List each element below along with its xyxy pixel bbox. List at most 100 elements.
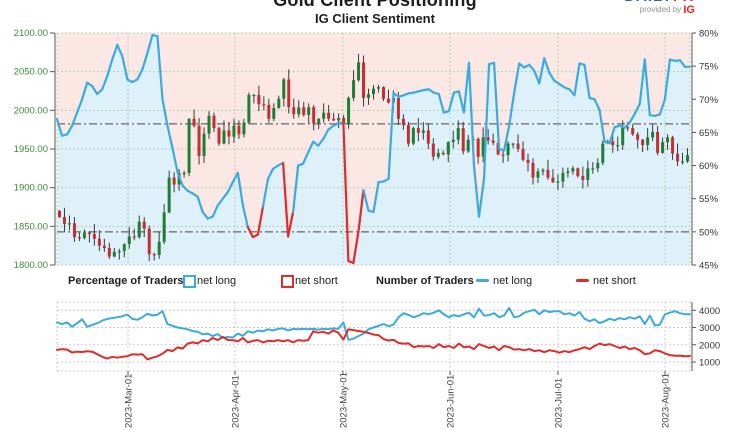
candle-body: [661, 142, 665, 153]
net-short-square-icon: [281, 275, 294, 288]
net-long-segment: [372, 181, 380, 214]
net-long-segment: [75, 98, 84, 114]
net-long-segment: [211, 204, 219, 218]
candle-body: [686, 155, 690, 162]
candle-body: [207, 115, 211, 134]
candle-body: [162, 212, 166, 242]
candle-body: [386, 98, 390, 103]
candle-body: [67, 223, 71, 225]
net-long-segment: [462, 61, 471, 114]
candle-body: [322, 112, 326, 119]
candle-body: [651, 131, 655, 138]
percent-tick-label: 70%: [699, 95, 719, 106]
net-long-segment: [633, 102, 641, 115]
candle-body: [491, 140, 495, 143]
candle-body: [122, 244, 126, 252]
candle-body: [426, 130, 430, 144]
net-long-segment: [663, 58, 672, 101]
candle-body: [92, 234, 96, 239]
net-long-segment: [628, 112, 636, 124]
candle-body: [506, 143, 510, 156]
net-long-segment: [141, 51, 149, 71]
net-long-segment: [216, 197, 224, 207]
net-long-segment: [583, 63, 591, 100]
candle-body: [82, 232, 86, 238]
net-long-segment: [548, 71, 556, 82]
candle-body: [342, 118, 346, 125]
candle-body: [641, 139, 645, 146]
candle-body: [352, 80, 356, 98]
candle-body: [526, 159, 530, 163]
net-long-line-icon: [476, 279, 489, 282]
legend-dash-num-net-long: [476, 275, 489, 287]
dailyfx-logo-daily: DAILY: [624, 0, 673, 3]
net-long-segment: [387, 92, 395, 180]
legend-pct-net-short-label: net short: [295, 275, 338, 287]
candle-body: [192, 118, 196, 126]
candle-body: [222, 130, 226, 144]
candle-body: [591, 168, 595, 170]
candle-body: [631, 128, 635, 135]
net-long-segment: [573, 62, 581, 97]
net-long-segment: [317, 137, 325, 147]
candle-body: [77, 237, 81, 239]
net-long-segment: [467, 61, 476, 167]
price-tick-label: 1900.00: [14, 183, 48, 194]
candle-body: [461, 128, 465, 152]
candle-body: [546, 169, 550, 178]
net-long-segment: [111, 43, 119, 61]
net-long-segment: [55, 118, 64, 137]
candle-body: [536, 171, 540, 178]
candle-body: [227, 130, 231, 137]
net-long-segment: [457, 90, 466, 114]
candle-body: [357, 62, 361, 81]
percent-tick-label: 75%: [699, 62, 719, 73]
candle-body: [152, 254, 156, 256]
candle-body: [302, 107, 306, 115]
x-axis-date-label: 2023-Mar-01: [124, 374, 135, 428]
net-long-segment: [447, 91, 455, 113]
chart-subtitle: IG Client Sentiment: [315, 11, 435, 26]
candle-body: [556, 181, 560, 183]
candle-body: [72, 223, 76, 238]
candle-body: [561, 172, 565, 182]
net-long-segment: [658, 98, 666, 116]
candle-body: [57, 210, 61, 218]
net-long-segment: [96, 88, 104, 96]
net-long-segment: [302, 151, 310, 165]
candle-body: [501, 154, 505, 156]
price-tick-label: 1950.00: [14, 144, 48, 155]
candle-body: [272, 108, 276, 119]
net-short-segment: [342, 121, 350, 263]
candle-body: [441, 152, 445, 155]
net-long-segment: [161, 98, 169, 127]
net-long-segment: [513, 62, 521, 94]
net-long-segment: [292, 164, 300, 214]
net-long-segment: [176, 171, 184, 187]
candle-body: [406, 125, 410, 144]
net-long-segment: [106, 58, 114, 78]
net-long-segment: [307, 140, 315, 154]
candle-body: [257, 94, 261, 105]
candle-body: [626, 127, 630, 129]
percent-tick-label: 65%: [699, 128, 719, 139]
net-short-count-line: [56, 328, 691, 361]
candle-body: [511, 143, 515, 145]
net-long-segment: [266, 167, 275, 180]
candle-body: [451, 139, 455, 143]
candles-layer: [57, 53, 690, 262]
candle-body: [586, 168, 590, 180]
net-long-segment: [121, 55, 129, 81]
net-long-segment: [623, 121, 631, 129]
net-long-segment: [136, 68, 144, 81]
candle-body: [237, 125, 241, 135]
price-tick-label: 2100.00: [14, 28, 48, 39]
net-long-segment: [261, 177, 270, 208]
net-long-segment: [533, 69, 541, 85]
candle-body: [466, 139, 470, 152]
net-long-segment: [146, 33, 154, 54]
net-short-segment: [281, 161, 290, 238]
ig-logo: IG: [683, 4, 695, 16]
percent-tick-label: 45%: [699, 261, 719, 271]
